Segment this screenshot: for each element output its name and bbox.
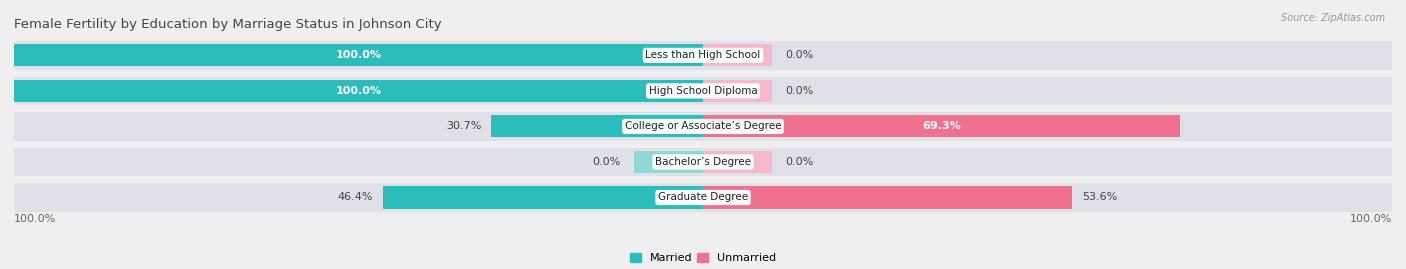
- Bar: [703, 44, 772, 66]
- Text: 0.0%: 0.0%: [786, 50, 814, 60]
- Bar: [14, 80, 703, 102]
- Text: 0.0%: 0.0%: [786, 157, 814, 167]
- Text: 100.0%: 100.0%: [336, 50, 381, 60]
- Bar: [14, 41, 1392, 70]
- Legend: Married, Unmarried: Married, Unmarried: [626, 248, 780, 268]
- Bar: [703, 115, 1181, 137]
- Text: Source: ZipAtlas.com: Source: ZipAtlas.com: [1281, 13, 1385, 23]
- Text: 0.0%: 0.0%: [786, 86, 814, 96]
- Text: High School Diploma: High School Diploma: [648, 86, 758, 96]
- Bar: [703, 151, 772, 173]
- Bar: [634, 151, 703, 173]
- Text: Bachelor’s Degree: Bachelor’s Degree: [655, 157, 751, 167]
- Text: 69.3%: 69.3%: [922, 121, 962, 132]
- Bar: [14, 77, 1392, 105]
- Bar: [492, 115, 703, 137]
- Text: 53.6%: 53.6%: [1083, 193, 1118, 203]
- Text: 46.4%: 46.4%: [337, 193, 373, 203]
- Text: 100.0%: 100.0%: [14, 214, 56, 224]
- Bar: [14, 44, 703, 66]
- Text: 100.0%: 100.0%: [336, 86, 381, 96]
- Text: Less than High School: Less than High School: [645, 50, 761, 60]
- Bar: [703, 80, 772, 102]
- Bar: [14, 148, 1392, 176]
- Text: 0.0%: 0.0%: [592, 157, 620, 167]
- Bar: [703, 186, 1073, 208]
- Bar: [14, 112, 1392, 141]
- Bar: [14, 183, 1392, 212]
- Bar: [384, 186, 703, 208]
- Text: 100.0%: 100.0%: [1350, 214, 1392, 224]
- Text: 30.7%: 30.7%: [446, 121, 481, 132]
- Text: College or Associate’s Degree: College or Associate’s Degree: [624, 121, 782, 132]
- Text: Graduate Degree: Graduate Degree: [658, 193, 748, 203]
- Text: Female Fertility by Education by Marriage Status in Johnson City: Female Fertility by Education by Marriag…: [14, 18, 441, 31]
